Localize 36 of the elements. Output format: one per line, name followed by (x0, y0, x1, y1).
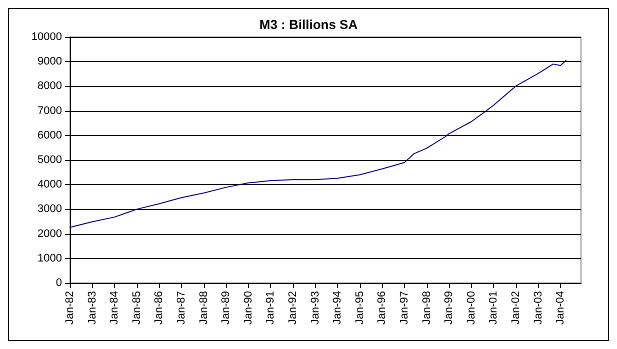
y-tick-label: 0 (56, 277, 62, 289)
x-tick-label: Jan-84 (108, 291, 121, 325)
x-tick-label: Jan-01 (488, 291, 500, 325)
x-tick-label: Jan-97 (398, 291, 410, 325)
y-tick-label: 9000 (38, 56, 62, 68)
x-tick-label: Jan-92 (286, 291, 299, 325)
x-tick-label: Jan-99 (443, 291, 456, 325)
x-tick-label: Jan-02 (510, 291, 522, 325)
x-tick-label: Jan-87 (175, 291, 188, 325)
x-tick-label: Jan-94 (332, 291, 344, 325)
y-tick-label: 4000 (38, 178, 62, 191)
x-tick-label: Jan-96 (376, 291, 388, 325)
line-series (70, 60, 567, 228)
y-tick-label: 1000 (38, 252, 62, 264)
x-tick-label: Jan-89 (220, 291, 232, 325)
y-tick-label: 7000 (38, 104, 62, 117)
x-tick-label: Jan-98 (420, 291, 433, 325)
x-tick-label: Jan-86 (153, 291, 166, 325)
x-tick-label: Jan-82 (64, 291, 76, 325)
y-tick-label: 6000 (38, 129, 62, 142)
y-tick-label: 10000 (31, 31, 62, 43)
x-tick-label: Jan-83 (86, 291, 98, 325)
x-tick-label: Jan-90 (242, 291, 254, 325)
x-tick-label: Jan-91 (264, 291, 277, 325)
x-tick-label: Jan-03 (532, 291, 544, 325)
chart-title: M3 : Billions SA (259, 17, 358, 32)
y-tick-label: 5000 (38, 154, 62, 166)
x-tick-label: Jan-00 (465, 291, 478, 325)
x-tick-label: Jan-95 (354, 291, 366, 325)
x-tick-label: Jan-85 (130, 291, 143, 325)
x-tick-label: Jan-93 (309, 291, 322, 325)
x-tick-label: Jan-88 (198, 291, 210, 325)
y-tick-label: 8000 (38, 80, 62, 92)
y-tick-label: 2000 (38, 228, 62, 240)
y-tick-label: 3000 (38, 203, 62, 216)
x-tick-label: Jan-04 (554, 291, 567, 325)
